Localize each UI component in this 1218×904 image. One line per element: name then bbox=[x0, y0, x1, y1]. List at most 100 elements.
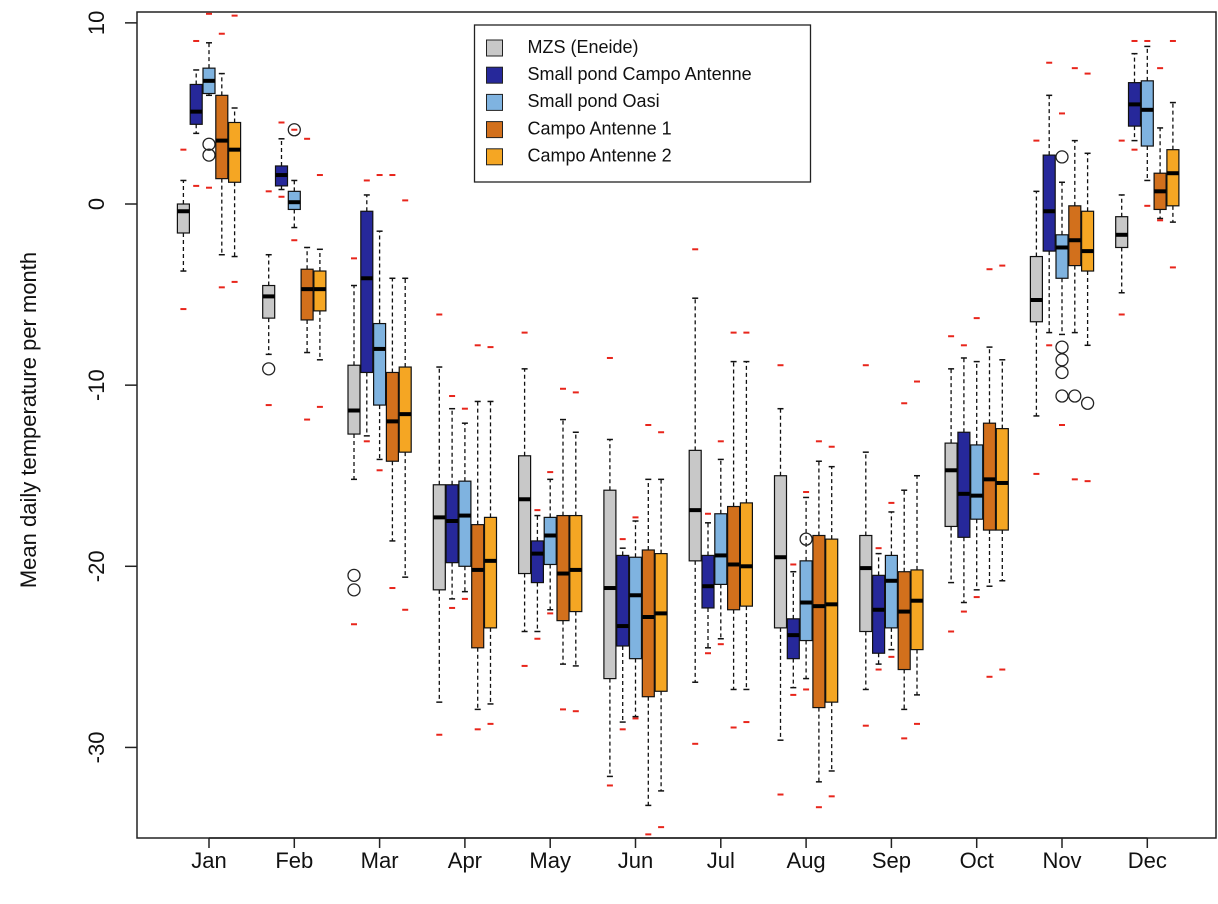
outlier bbox=[1068, 389, 1082, 403]
box-group bbox=[773, 364, 788, 796]
outlier bbox=[202, 137, 216, 151]
box bbox=[884, 554, 899, 629]
legend-swatch bbox=[486, 93, 503, 111]
outlier bbox=[799, 532, 813, 546]
box-group bbox=[616, 538, 630, 731]
legend-label: Small pond Oasi bbox=[528, 91, 660, 111]
outlier bbox=[1055, 340, 1069, 354]
y-tick-label: 10 bbox=[84, 11, 109, 35]
box bbox=[773, 475, 788, 629]
box-group bbox=[385, 174, 399, 590]
box bbox=[1115, 216, 1129, 249]
box-group bbox=[569, 391, 583, 713]
box bbox=[471, 524, 485, 649]
box-group bbox=[1140, 39, 1154, 207]
x-tick-label: May bbox=[529, 848, 571, 873]
y-tick-label: -30 bbox=[84, 732, 109, 764]
box-group bbox=[1153, 67, 1167, 222]
legend-swatch bbox=[486, 66, 503, 84]
outlier bbox=[262, 362, 276, 376]
outlier bbox=[347, 568, 361, 582]
box bbox=[458, 480, 472, 567]
legend-label: MZS (Eneide) bbox=[528, 37, 639, 57]
box-group bbox=[398, 199, 412, 611]
box bbox=[385, 371, 399, 462]
box bbox=[1140, 80, 1154, 147]
box bbox=[812, 534, 826, 709]
box bbox=[215, 94, 229, 180]
box bbox=[189, 83, 203, 125]
box bbox=[530, 540, 545, 584]
outlier bbox=[202, 148, 216, 162]
box-group bbox=[517, 331, 532, 667]
legend-swatch bbox=[486, 39, 503, 57]
box bbox=[347, 364, 361, 435]
box bbox=[483, 516, 498, 629]
x-tick-label: Mar bbox=[361, 848, 399, 873]
box-group bbox=[1042, 61, 1056, 347]
box bbox=[517, 455, 532, 575]
box-group bbox=[1080, 72, 1095, 483]
box bbox=[360, 210, 374, 374]
box bbox=[1042, 154, 1056, 252]
box bbox=[688, 449, 702, 562]
box-group bbox=[471, 344, 485, 731]
x-tick-label: Sep bbox=[872, 848, 911, 873]
box-group bbox=[970, 317, 984, 599]
box bbox=[982, 422, 997, 531]
box-group bbox=[944, 335, 958, 633]
box-group bbox=[701, 512, 715, 655]
box bbox=[786, 618, 800, 660]
legend: MZS (Eneide) Small pond Campo Antenne Smal… bbox=[473, 24, 812, 183]
box bbox=[262, 284, 276, 319]
box bbox=[1055, 234, 1069, 279]
box-group bbox=[897, 402, 911, 740]
box-group bbox=[825, 445, 839, 798]
box bbox=[871, 574, 886, 654]
box-group bbox=[1068, 67, 1082, 481]
outlier bbox=[287, 123, 301, 137]
box-group bbox=[1127, 39, 1142, 151]
box bbox=[556, 514, 570, 622]
box-group bbox=[1166, 39, 1180, 269]
box bbox=[628, 556, 643, 660]
box-group bbox=[300, 137, 314, 421]
x-tick-label: Dec bbox=[1128, 848, 1167, 873]
box bbox=[398, 366, 412, 453]
box-group bbox=[458, 407, 472, 600]
box bbox=[616, 554, 630, 647]
box bbox=[701, 554, 715, 609]
x-tick-label: Jan bbox=[191, 848, 226, 873]
box-group bbox=[884, 501, 899, 658]
box-group bbox=[726, 331, 741, 729]
box-group bbox=[641, 424, 655, 836]
box bbox=[970, 444, 984, 520]
outlier bbox=[347, 583, 361, 597]
box bbox=[641, 549, 655, 698]
box bbox=[714, 513, 728, 586]
box-group bbox=[786, 563, 800, 696]
legend-swatch bbox=[486, 148, 503, 166]
box bbox=[995, 428, 1009, 531]
box bbox=[569, 514, 583, 613]
x-tick-label: Aug bbox=[787, 848, 826, 873]
box-group bbox=[313, 174, 327, 408]
box-group bbox=[603, 356, 617, 787]
legend-label: Campo Antenne 2 bbox=[528, 146, 672, 166]
box bbox=[373, 322, 387, 406]
box-group bbox=[628, 516, 643, 720]
x-tick-label: Apr bbox=[448, 848, 482, 873]
box-group bbox=[373, 174, 387, 472]
box bbox=[228, 121, 242, 183]
box bbox=[654, 553, 668, 692]
box bbox=[944, 442, 958, 528]
box-group bbox=[799, 491, 813, 691]
box bbox=[1068, 205, 1082, 267]
box bbox=[859, 534, 873, 633]
box-group bbox=[688, 248, 702, 745]
box-group bbox=[982, 268, 997, 678]
box bbox=[300, 268, 314, 321]
box-group bbox=[556, 387, 570, 711]
box-group bbox=[654, 431, 668, 829]
